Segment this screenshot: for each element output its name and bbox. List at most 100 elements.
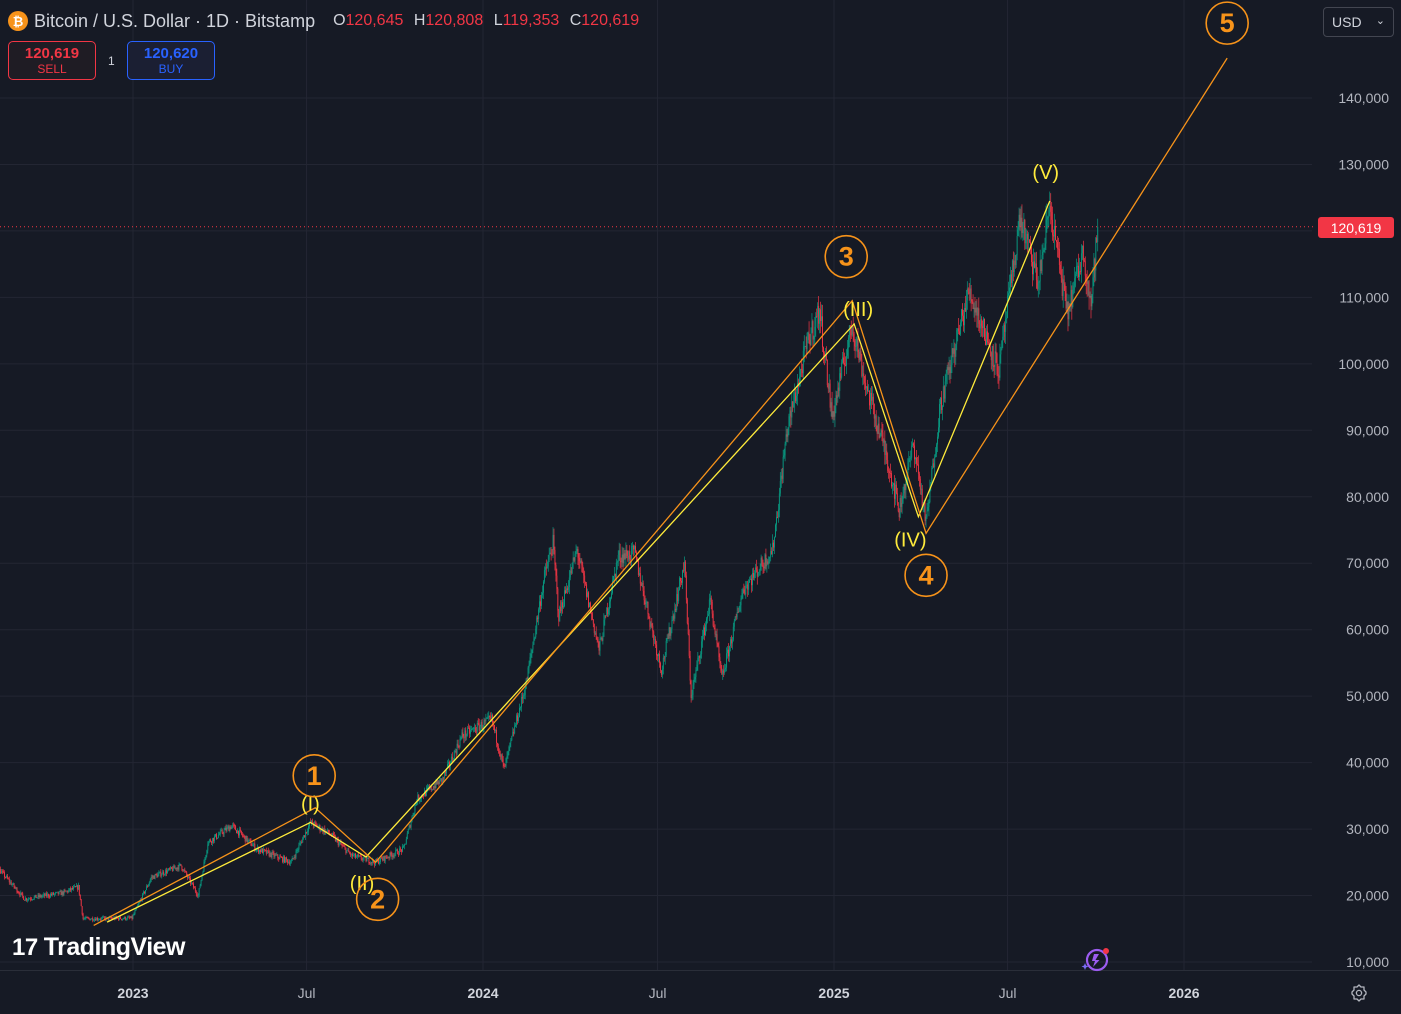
candle-body <box>867 386 869 392</box>
candle-body <box>821 316 822 321</box>
candle-body <box>57 891 59 895</box>
candle-body <box>656 644 658 656</box>
candle-body <box>477 723 479 724</box>
candle-body <box>18 892 20 894</box>
candle-body <box>124 916 126 920</box>
candle-body <box>460 737 462 740</box>
candle-body <box>418 794 420 801</box>
buy-label: BUY <box>158 62 184 76</box>
candle-body <box>639 573 641 584</box>
minor-wave-line <box>106 200 1051 923</box>
candle-body <box>785 434 787 444</box>
candle-body <box>815 316 817 327</box>
candle-body <box>960 322 962 335</box>
tradingview-logo[interactable]: 17 TradingView <box>12 933 186 962</box>
candle-body <box>811 321 813 333</box>
candle-body <box>382 856 384 861</box>
candle-body <box>799 368 801 377</box>
candle-body <box>427 787 429 789</box>
candle-body <box>1092 277 1094 295</box>
candle-body <box>6 875 8 879</box>
candle-body <box>657 655 659 657</box>
buy-button[interactable]: 120,620 BUY <box>127 41 215 80</box>
candle-body <box>454 750 456 752</box>
candle-body <box>636 552 637 561</box>
candle-body <box>455 750 457 754</box>
candle-body <box>332 833 333 837</box>
candle-body <box>499 753 501 757</box>
candle-body <box>99 919 101 921</box>
currency-select[interactable]: USD ⌄ <box>1323 7 1394 37</box>
candle-body <box>388 857 390 859</box>
y-tick-label: 110,000 <box>1339 289 1389 305</box>
candle-body <box>606 607 608 616</box>
candle-body <box>1015 255 1017 266</box>
candle-body <box>233 824 235 826</box>
candle-body <box>991 345 993 361</box>
chart-axes: 10,000 20,000 30,000 40,000 50,000 60,000 70,0… <box>0 90 1401 1001</box>
candle-body <box>682 570 684 572</box>
candle-body <box>623 553 625 564</box>
candle-body <box>587 592 588 597</box>
candle-body <box>519 707 520 718</box>
candle-body <box>690 680 692 698</box>
candle-body <box>535 628 537 638</box>
ai-spark-icon[interactable] <box>1080 945 1110 975</box>
candle-body <box>275 854 277 856</box>
candle-body <box>1008 293 1009 296</box>
candle-body <box>1068 303 1070 320</box>
sell-button[interactable]: 120,619 SELL <box>8 41 96 80</box>
candle-body <box>19 893 21 896</box>
candle-body <box>33 896 35 900</box>
candle-body <box>1088 281 1090 298</box>
candle-body <box>303 835 305 839</box>
candle-body <box>550 552 552 554</box>
candle-body <box>98 919 99 921</box>
candle-body <box>1065 290 1067 309</box>
candle-body <box>301 842 303 843</box>
candle-body <box>931 468 933 484</box>
wave-label-major: 2 <box>370 884 385 914</box>
candle-body <box>645 602 647 605</box>
candle-body <box>715 634 717 636</box>
candle-body <box>1029 239 1031 243</box>
candle-body <box>951 348 953 365</box>
candle-body <box>32 899 34 900</box>
candle-body <box>592 619 594 624</box>
candle-body <box>784 443 786 456</box>
candle-body <box>687 623 689 635</box>
candle-body <box>254 843 256 851</box>
candle-body <box>102 916 104 918</box>
candle-body <box>1091 294 1093 307</box>
candle-body <box>168 868 170 870</box>
candle-body <box>607 607 609 614</box>
candle-body <box>718 646 720 658</box>
candle-body <box>817 305 819 317</box>
candle-body <box>640 583 642 586</box>
candle-body <box>1 871 3 874</box>
candle-body <box>482 727 484 729</box>
candle-body <box>642 582 644 591</box>
candle-body <box>501 754 503 760</box>
candle-body <box>884 440 886 455</box>
candle-body <box>603 620 605 637</box>
order-quantity[interactable]: 1 <box>108 54 115 68</box>
settings-icon[interactable] <box>1348 982 1370 1004</box>
candle-body <box>82 914 84 919</box>
candle-body <box>1043 249 1045 252</box>
candle-body <box>1013 260 1015 272</box>
candle-body <box>255 849 257 851</box>
candle-body <box>538 609 540 619</box>
candle-body <box>281 857 283 859</box>
candle-body <box>892 485 893 487</box>
candle-body <box>471 729 472 731</box>
candle-body <box>738 610 740 613</box>
candle-body <box>416 801 418 804</box>
candle-body <box>348 849 350 853</box>
candle-body <box>888 470 890 472</box>
elliott-wave-drawings[interactable]: (I) (II) (III) (IV) (V) 1 2 3 4 5 <box>93 1 1249 927</box>
symbol-title[interactable]: Bitcoin / U.S. Dollar · 1D · Bitstamp <box>34 10 316 31</box>
candle-body <box>168 868 169 871</box>
wave-label-circle <box>355 877 400 922</box>
